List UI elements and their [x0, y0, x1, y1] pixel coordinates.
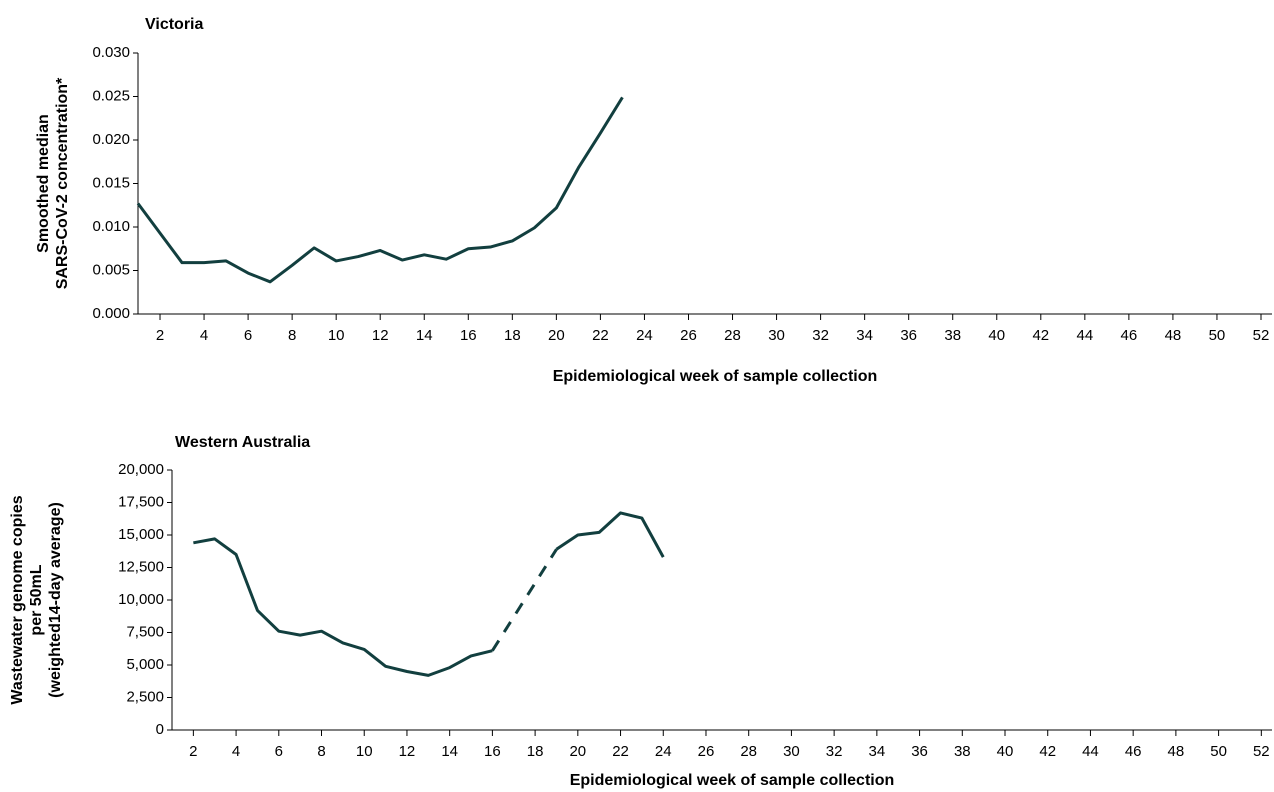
y-axis-label: SARS-CoV-2 concentration*: [54, 77, 71, 289]
x-tick-label: 8: [288, 327, 296, 344]
y-tick-label: 0.005: [92, 261, 130, 278]
chart-title: Victoria: [145, 16, 204, 33]
y-tick-label: 5,000: [126, 656, 164, 673]
x-tick-label: 8: [317, 743, 325, 760]
x-tick-label: 40: [988, 327, 1005, 344]
x-tick-label: 24: [655, 743, 672, 760]
y-tick-label: 7,500: [126, 623, 164, 640]
y-tick-label: 12,500: [118, 558, 164, 575]
x-tick-label: 22: [592, 327, 609, 344]
y-axis-label: Smoothed median: [35, 114, 52, 253]
x-tick-label: 2: [189, 743, 197, 760]
x-tick-label: 30: [783, 743, 800, 760]
x-tick-label: 14: [441, 743, 458, 760]
x-tick-label: 26: [698, 743, 715, 760]
series-line: [136, 96, 624, 284]
x-tick-label: 4: [200, 327, 208, 344]
x-tick-label: 18: [504, 327, 521, 344]
x-tick-label: 14: [416, 327, 433, 344]
x-tick-label: 40: [997, 743, 1014, 760]
y-tick-label: 0.030: [92, 44, 130, 61]
series-line: [193, 511, 665, 677]
x-tick-label: 38: [954, 743, 971, 760]
x-tick-label: 22: [612, 743, 629, 760]
x-tick-label: 6: [244, 327, 252, 344]
x-tick-label: 30: [768, 327, 785, 344]
x-tick-label: 32: [812, 327, 829, 344]
x-tick-label: 6: [275, 743, 283, 760]
x-tick-label: 38: [944, 327, 961, 344]
x-tick-label: 44: [1076, 327, 1093, 344]
x-tick-label: 34: [856, 327, 873, 344]
x-tick-label: 46: [1125, 743, 1142, 760]
x-tick-label: 18: [527, 743, 544, 760]
x-tick-label: 32: [826, 743, 843, 760]
y-tick-label: 0.010: [92, 218, 130, 235]
x-tick-label: 28: [724, 327, 741, 344]
y-tick-label: 17,500: [118, 493, 164, 510]
x-tick-label: 20: [548, 327, 565, 344]
x-tick-label: 42: [1039, 743, 1056, 760]
x-tick-label: 42: [1032, 327, 1049, 344]
x-tick-label: 12: [372, 327, 389, 344]
x-tick-label: 50: [1210, 743, 1227, 760]
y-axis-label: (weighted14-day average): [47, 502, 64, 698]
chart-title: Western Australia: [175, 434, 310, 451]
x-tick-label: 10: [356, 743, 373, 760]
x-axis-label: Epidemiological week of sample collectio…: [570, 772, 895, 789]
y-axis-label: per 50mL: [28, 564, 45, 635]
x-tick-label: 52: [1253, 327, 1270, 344]
x-tick-label: 20: [569, 743, 586, 760]
x-tick-label: 16: [460, 327, 477, 344]
y-tick-label: 2,500: [126, 688, 164, 705]
x-tick-label: 24: [636, 327, 653, 344]
x-tick-label: 36: [911, 743, 928, 760]
y-tick-label: 0.015: [92, 174, 130, 191]
x-tick-label: 28: [740, 743, 757, 760]
x-tick-label: 48: [1165, 327, 1182, 344]
x-tick-label: 34: [869, 743, 886, 760]
x-tick-label: 2: [156, 327, 164, 344]
y-tick-label: 0: [156, 721, 164, 738]
x-tick-label: 52: [1253, 743, 1270, 760]
gap-connector: [491, 548, 558, 652]
x-tick-label: 26: [680, 327, 697, 344]
x-tick-label: 44: [1082, 743, 1099, 760]
x-tick-label: 50: [1209, 327, 1226, 344]
y-tick-label: 0.025: [92, 87, 130, 104]
y-tick-label: 10,000: [118, 591, 164, 608]
x-tick-label: 36: [900, 327, 917, 344]
x-tick-label: 4: [232, 743, 240, 760]
y-axis-label: Wastewater genome copies: [9, 495, 26, 704]
x-tick-label: 12: [399, 743, 416, 760]
y-tick-label: 0.000: [92, 305, 130, 322]
y-tick-label: 0.020: [92, 131, 130, 148]
x-tick-label: 16: [484, 743, 501, 760]
x-tick-label: 46: [1121, 327, 1138, 344]
y-tick-label: 20,000: [118, 461, 164, 478]
y-tick-label: 15,000: [118, 526, 164, 543]
x-tick-label: 48: [1168, 743, 1185, 760]
x-axis-label: Epidemiological week of sample collectio…: [553, 368, 878, 385]
x-tick-label: 10: [328, 327, 345, 344]
